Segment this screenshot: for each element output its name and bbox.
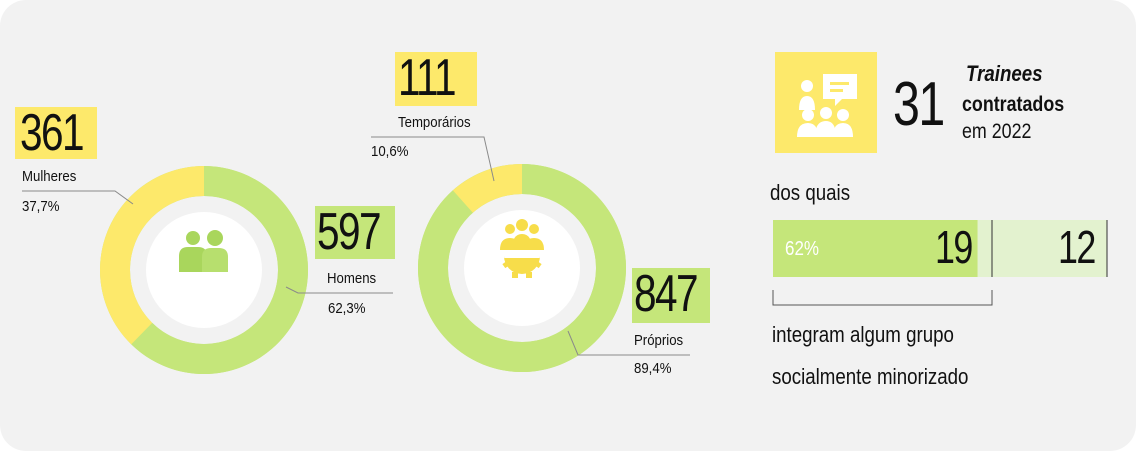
donut-segment-temporarios [452,164,522,213]
value-box-temporarios [395,52,477,106]
bar-value-12: 12 [1058,221,1096,273]
bracket-line2: socialmente minorizado [772,364,969,389]
percent-temporarios: 10,6% [371,143,409,160]
people-icon [179,230,228,272]
bar-segment-19 [773,220,978,277]
value-box-homens [315,206,395,259]
donut-gender [100,166,308,374]
label-temporarios: Temporários [398,114,471,131]
value-temporarios: 111 [398,49,457,107]
team-gear-icon [500,219,544,278]
value-box-mulheres [15,107,97,159]
percent-homens: 62,3% [328,300,366,317]
value-box-proprios [632,268,710,323]
value-homens: 597 [317,203,382,261]
leader-line-proprios [567,330,690,356]
trainees-icon-box [775,52,877,153]
bar-value-19: 19 [935,221,973,273]
trainees-line2: contratados [962,93,1065,116]
bracket-line1: integram algum grupo [772,322,954,347]
donut-segment-mulheres [100,166,204,345]
trainees-line3: em 2022 [962,120,1032,143]
donut-contract [417,164,627,373]
presentation-icon [797,74,857,137]
bar-percent-label: 62% [785,238,820,260]
percent-proprios: 89,4% [634,360,672,377]
trainees-line1: Trainees [966,61,1043,86]
bracket [772,290,993,306]
dos-quais-label: dos quais [770,180,851,205]
donut-segment-homens [131,166,308,374]
label-mulheres: Mulheres [22,168,77,185]
leader-line-homens [285,286,393,294]
leader-line-temporarios [371,136,495,182]
percent-mulheres: 37,7% [22,198,60,215]
label-homens: Homens [327,270,377,287]
value-mulheres: 361 [20,104,85,162]
leader-line-mulheres [22,190,134,205]
trainees-count: 31 [893,70,945,139]
label-proprios: Próprios [634,332,684,349]
bar-segment-12 [977,220,1107,277]
value-proprios: 847 [634,265,699,323]
